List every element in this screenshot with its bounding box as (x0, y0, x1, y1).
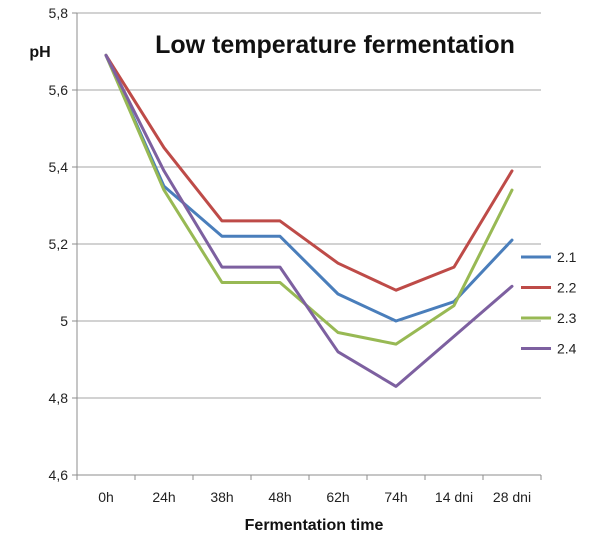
x-tick-label: 28 dni (493, 489, 531, 505)
series-lines (104, 53, 514, 388)
series-line-2.1 (104, 53, 514, 323)
x-tick-labels: 0h 24h 38h 48h 62h 74h 14 dni 28 dni (98, 489, 531, 505)
x-axis-label: Fermentation time (245, 517, 384, 534)
legend: 2.1 2.2 2.3 2.4 (521, 249, 577, 357)
y-tick-label: 5,8 (49, 5, 69, 21)
axes (72, 12, 542, 480)
legend-label: 2.1 (557, 249, 577, 265)
legend-label: 2.4 (557, 341, 577, 357)
y-tick-label: 5 (60, 313, 68, 329)
x-tick-label: 14 dni (435, 489, 473, 505)
series-line-2.4 (104, 53, 514, 388)
chart-title: Low temperature fermentation (155, 31, 515, 59)
x-tick-label: 74h (384, 489, 407, 505)
y-tick-label: 5,4 (49, 159, 69, 175)
y-tick-label: 5,2 (49, 236, 69, 252)
y-tick-label: 5,6 (49, 82, 69, 98)
y-tick-labels: 4,6 4,8 5 5,2 5,4 5,6 5,8 (49, 5, 69, 483)
x-tick-label: 38h (210, 489, 233, 505)
y-tick-label: 4,8 (49, 390, 69, 406)
x-tick-label: 48h (268, 489, 291, 505)
gridlines (77, 12, 541, 399)
series-line-2.2 (104, 53, 514, 292)
series-line-2.3 (104, 53, 514, 346)
y-axis-label: pH (29, 44, 50, 61)
y-tick-label: 4,6 (49, 467, 69, 483)
x-tick-label: 62h (326, 489, 349, 505)
x-tick-label: 24h (152, 489, 175, 505)
legend-label: 2.3 (557, 310, 577, 326)
x-tick-label: 0h (98, 489, 114, 505)
legend-label: 2.2 (557, 280, 577, 296)
